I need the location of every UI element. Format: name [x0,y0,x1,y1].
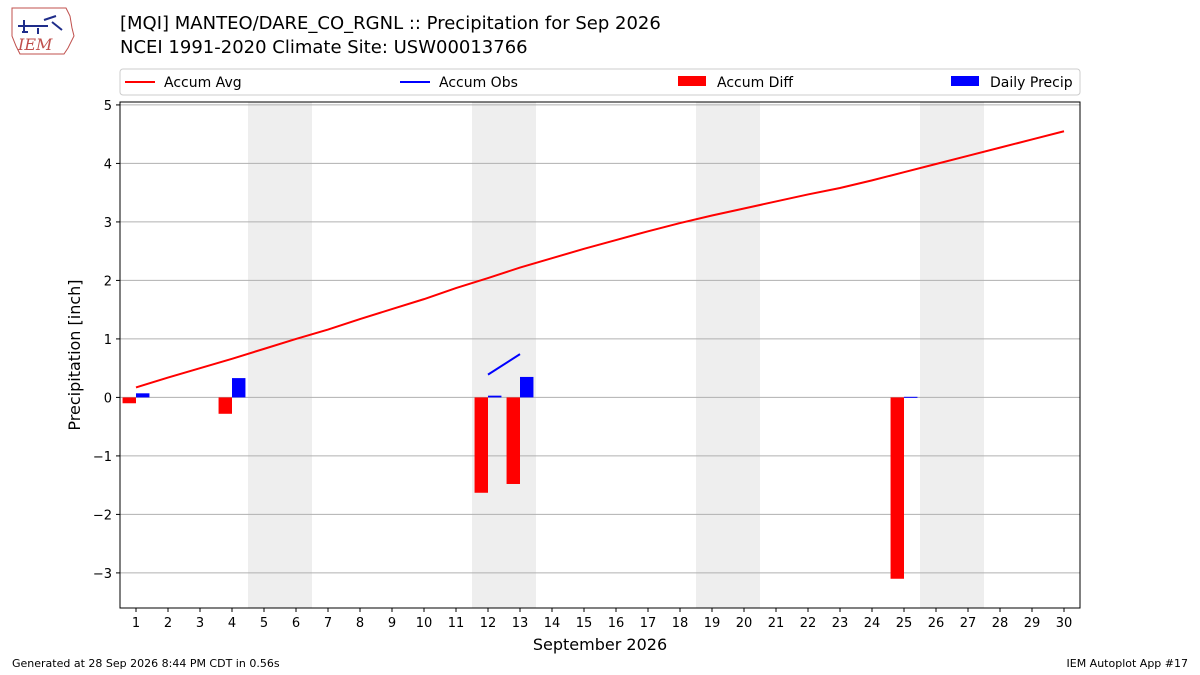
accum-diff-bar [474,397,488,493]
x-tick-label: 20 [736,616,753,631]
x-tick-label: 15 [576,616,593,631]
legend-label-accum-avg: Accum Avg [164,75,242,91]
accum-obs-line [487,353,521,376]
x-tick-label: 7 [324,616,332,631]
legend-swatch-accum-diff [678,76,706,86]
x-tick-label: 11 [448,616,465,631]
x-tick-label: 10 [416,616,433,631]
x-tick-label: 25 [896,616,913,631]
y-tick-label: 4 [104,157,112,172]
iem-logo: IEM [8,6,80,62]
x-tick-label: 1 [132,616,140,631]
weekend-shade [728,102,760,608]
daily-precip-bar [488,395,502,398]
daily-precip-bar [904,396,918,398]
x-tick-label: 23 [832,616,849,631]
accum-diff-bar [890,397,904,579]
x-tick-label: 17 [640,616,657,631]
weekend-shade [952,102,984,608]
weekend-shade [472,102,504,608]
x-tick-label: 3 [196,616,204,631]
plot-frame [119,101,1081,609]
accum-diff-bar [506,397,520,484]
generated-timestamp: Generated at 28 Sep 2026 8:44 PM CDT in … [12,657,280,670]
y-tick-label: −1 [93,450,112,465]
x-tick-label: 13 [512,616,529,631]
y-tick-label: −3 [93,567,112,582]
accum-avg-line [135,130,1065,389]
x-tick-label: 14 [544,616,561,631]
y-tick-label: −2 [93,508,112,523]
legend-label-accum-obs: Accum Obs [439,75,518,91]
x-tick-label: 5 [260,616,268,631]
x-tick-label: 2 [164,616,172,631]
x-tick-label: 4 [228,616,236,631]
legend: Accum Avg Accum Obs Accum Diff Daily Precip [119,68,1081,96]
x-tick-label: 16 [608,616,625,631]
x-tick-label: 24 [864,616,881,631]
legend-frame [119,68,1081,96]
y-tick-label: 0 [104,391,112,406]
y-axis-label: Precipitation [inch] [65,279,84,430]
weekend-shade [280,102,312,608]
chart-title: [MQI] MANTEO/DARE_CO_RGNL :: Precipitati… [120,13,661,34]
x-tick-label: 18 [672,616,689,631]
svg-text:IEM: IEM [17,35,53,54]
x-tick-label: 30 [1056,616,1073,631]
x-tick-label: 8 [356,616,364,631]
x-tick-label: 28 [992,616,1009,631]
chart-subtitle: NCEI 1991-2020 Climate Site: USW00013766 [120,37,528,58]
x-tick-label: 12 [480,616,497,631]
x-tick-label: 29 [1024,616,1041,631]
daily-precip-bar [232,378,246,398]
x-tick-label: 22 [800,616,817,631]
weekend-shade [920,102,952,608]
app-credit: IEM Autoplot App #17 [1066,657,1189,670]
y-tick-label: 5 [104,99,112,114]
legend-swatch-daily-precip [951,76,979,86]
daily-precip-bar [520,376,534,398]
weekend-shade [248,102,280,608]
accum-diff-bar [218,397,232,414]
daily-precip-bar [136,393,150,398]
x-tick-label: 26 [928,616,945,631]
x-tick-label: 21 [768,616,785,631]
x-axis-label: September 2026 [533,635,667,654]
legend-label-daily-precip: Daily Precip [990,75,1073,91]
x-tick-label: 9 [388,616,396,631]
x-tick-label: 6 [292,616,300,631]
x-tick-label: 19 [704,616,721,631]
legend-label-accum-diff: Accum Diff [717,75,793,91]
accum-diff-bar [122,397,136,404]
y-tick-label: 2 [104,274,112,289]
y-tick-label: 1 [104,333,112,348]
weekend-shade [696,102,728,608]
y-tick-label: 3 [104,216,112,231]
x-tick-label: 27 [960,616,977,631]
